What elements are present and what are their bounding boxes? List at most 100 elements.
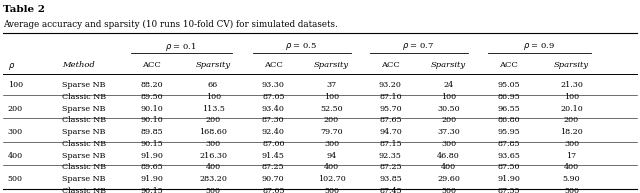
Text: Sparse NB: Sparse NB xyxy=(62,81,106,89)
Text: 37: 37 xyxy=(326,81,337,89)
Text: 400: 400 xyxy=(564,163,579,171)
Text: 96.55: 96.55 xyxy=(497,105,520,113)
Text: 92.40: 92.40 xyxy=(262,128,285,136)
Text: Sparse NB: Sparse NB xyxy=(62,175,106,183)
Text: 92.35: 92.35 xyxy=(379,152,402,160)
Text: 93.30: 93.30 xyxy=(262,81,285,89)
Text: 87.25: 87.25 xyxy=(379,163,402,171)
Text: 94.70: 94.70 xyxy=(379,128,402,136)
Text: 87.00: 87.00 xyxy=(262,140,285,148)
Text: 100: 100 xyxy=(324,93,339,101)
Text: 79.70: 79.70 xyxy=(320,128,343,136)
Text: 46.80: 46.80 xyxy=(437,152,460,160)
Text: 91.45: 91.45 xyxy=(262,152,285,160)
Text: 500: 500 xyxy=(8,175,22,183)
Text: 93.65: 93.65 xyxy=(497,152,520,160)
Text: 21.30: 21.30 xyxy=(560,81,583,89)
Text: Sparse NB: Sparse NB xyxy=(62,128,106,136)
Text: 93.20: 93.20 xyxy=(379,81,402,89)
Text: 93.40: 93.40 xyxy=(262,105,285,113)
Text: 500: 500 xyxy=(205,187,221,193)
Text: 100: 100 xyxy=(441,93,456,101)
Text: 300: 300 xyxy=(205,140,221,148)
Text: 100: 100 xyxy=(564,93,579,101)
Text: 66: 66 xyxy=(208,81,218,89)
Text: 500: 500 xyxy=(564,187,579,193)
Text: Classic NB: Classic NB xyxy=(62,140,106,148)
Text: 100: 100 xyxy=(8,81,23,89)
Text: Table 2: Table 2 xyxy=(3,5,45,14)
Text: 87.65: 87.65 xyxy=(379,116,402,124)
Text: Classic NB: Classic NB xyxy=(62,93,106,101)
Text: 200: 200 xyxy=(441,116,456,124)
Text: 168.60: 168.60 xyxy=(199,128,227,136)
Text: ACC: ACC xyxy=(264,61,283,69)
Text: Sparse NB: Sparse NB xyxy=(62,105,106,113)
Text: 91.90: 91.90 xyxy=(140,175,163,183)
Text: 87.10: 87.10 xyxy=(379,93,402,101)
Text: 17: 17 xyxy=(566,152,577,160)
Text: $\rho$ = 0.9: $\rho$ = 0.9 xyxy=(523,41,555,52)
Text: $\rho$ = 0.5: $\rho$ = 0.5 xyxy=(285,41,317,52)
Text: 300: 300 xyxy=(8,128,23,136)
Text: 24: 24 xyxy=(444,81,454,89)
Text: 87.05: 87.05 xyxy=(262,187,285,193)
Text: 88.20: 88.20 xyxy=(140,81,163,89)
Text: 113.5: 113.5 xyxy=(202,105,225,113)
Text: 86.80: 86.80 xyxy=(497,116,520,124)
Text: 87.05: 87.05 xyxy=(262,93,285,101)
Text: 400: 400 xyxy=(8,152,23,160)
Text: 20.10: 20.10 xyxy=(560,105,583,113)
Text: 300: 300 xyxy=(441,140,456,148)
Text: 91.90: 91.90 xyxy=(140,152,163,160)
Text: 283.20: 283.20 xyxy=(199,175,227,183)
Text: 89.50: 89.50 xyxy=(140,93,163,101)
Text: $\rho$: $\rho$ xyxy=(8,61,15,72)
Text: 95.70: 95.70 xyxy=(379,105,402,113)
Text: 100: 100 xyxy=(205,93,221,101)
Text: 500: 500 xyxy=(324,187,339,193)
Text: 93.85: 93.85 xyxy=(379,175,402,183)
Text: $\rho$ = 0.1: $\rho$ = 0.1 xyxy=(165,41,197,52)
Text: 87.50: 87.50 xyxy=(497,163,520,171)
Text: $\rho$ = 0.7: $\rho$ = 0.7 xyxy=(402,41,435,52)
Text: Sparsity: Sparsity xyxy=(431,61,466,69)
Text: 200: 200 xyxy=(8,105,23,113)
Text: 52.50: 52.50 xyxy=(320,105,343,113)
Text: 89.65: 89.65 xyxy=(140,163,163,171)
Text: Classic NB: Classic NB xyxy=(62,116,106,124)
Text: 200: 200 xyxy=(205,116,221,124)
Text: Sparse NB: Sparse NB xyxy=(62,152,106,160)
Text: 102.70: 102.70 xyxy=(317,175,346,183)
Text: 87.30: 87.30 xyxy=(262,116,285,124)
Text: 87.85: 87.85 xyxy=(497,140,520,148)
Text: 30.50: 30.50 xyxy=(437,105,460,113)
Text: Classic NB: Classic NB xyxy=(62,163,106,171)
Text: 87.15: 87.15 xyxy=(379,140,402,148)
Text: 400: 400 xyxy=(441,163,456,171)
Text: Method: Method xyxy=(62,61,95,69)
Text: 5.90: 5.90 xyxy=(563,175,580,183)
Text: ACC: ACC xyxy=(499,61,518,69)
Text: 300: 300 xyxy=(324,140,339,148)
Text: Sparsity: Sparsity xyxy=(554,61,589,69)
Text: 91.90: 91.90 xyxy=(497,175,520,183)
Text: 87.45: 87.45 xyxy=(379,187,402,193)
Text: 400: 400 xyxy=(205,163,221,171)
Text: 87.55: 87.55 xyxy=(497,187,520,193)
Text: 90.70: 90.70 xyxy=(262,175,285,183)
Text: 37.30: 37.30 xyxy=(437,128,460,136)
Text: 500: 500 xyxy=(441,187,456,193)
Text: 90.10: 90.10 xyxy=(140,105,163,113)
Text: 90.10: 90.10 xyxy=(140,116,163,124)
Text: 200: 200 xyxy=(324,116,339,124)
Text: 87.25: 87.25 xyxy=(262,163,285,171)
Text: 200: 200 xyxy=(564,116,579,124)
Text: Classic NB: Classic NB xyxy=(62,187,106,193)
Text: 300: 300 xyxy=(564,140,579,148)
Text: 29.60: 29.60 xyxy=(437,175,460,183)
Text: Average accuracy and sparsity (10 runs 10-fold CV) for simulated datasets.: Average accuracy and sparsity (10 runs 1… xyxy=(3,20,338,29)
Text: Sparsity: Sparsity xyxy=(314,61,349,69)
Text: 400: 400 xyxy=(324,163,339,171)
Text: 95.05: 95.05 xyxy=(497,81,520,89)
